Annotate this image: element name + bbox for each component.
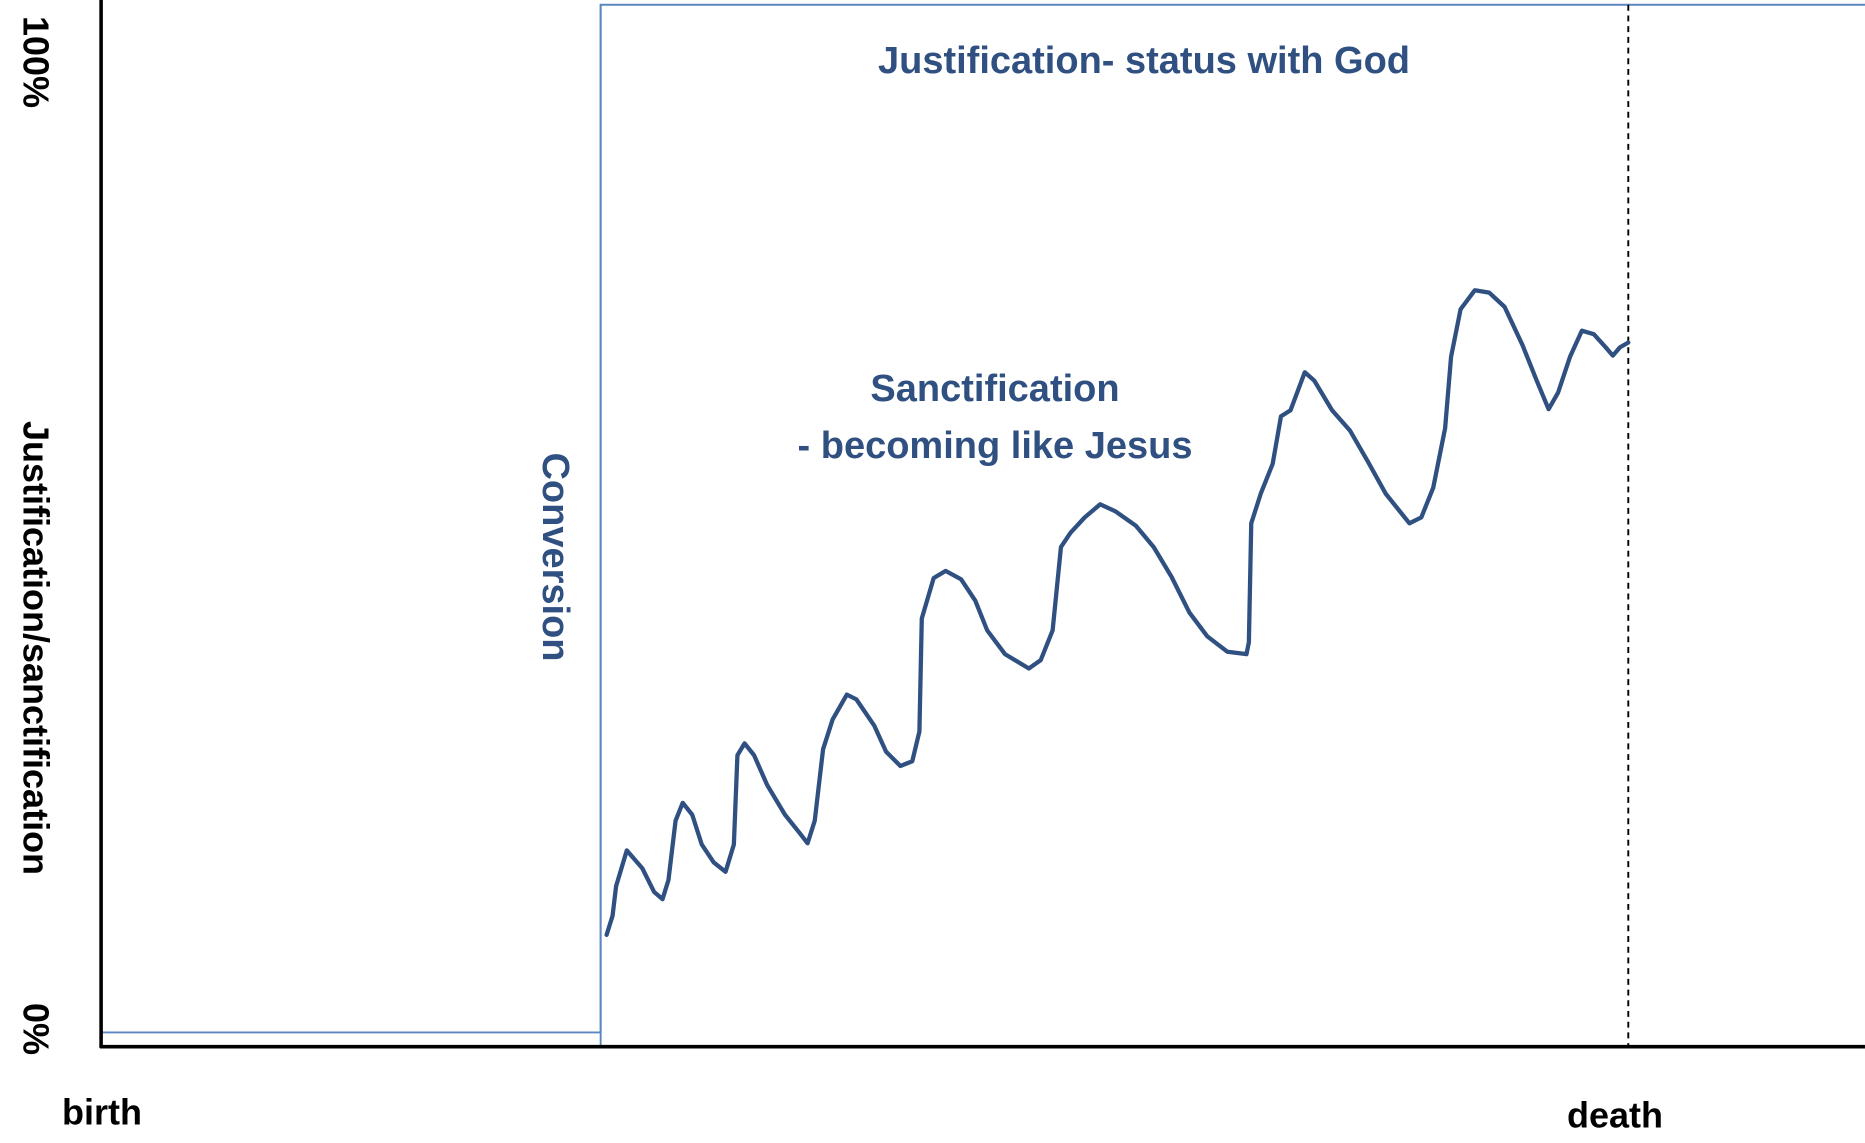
x-start-label: birth <box>62 1092 142 1133</box>
justification-line <box>101 3 1865 1034</box>
x-end-label: death <box>1567 1095 1663 1136</box>
graphics <box>99 0 1865 1049</box>
y-axis-label: Justification/sanctification <box>15 421 56 875</box>
y-top-label: 100% <box>15 16 56 108</box>
justification-label: Justification- status with God <box>878 40 1410 82</box>
y-bottom-label: 0% <box>15 1003 56 1055</box>
conversion-label: Conversion <box>534 452 576 661</box>
sanctification-curve <box>604 288 1631 938</box>
sanctification-title: Sanctification <box>870 368 1119 410</box>
sanctification-subtitle: - becoming like Jesus <box>798 425 1193 467</box>
